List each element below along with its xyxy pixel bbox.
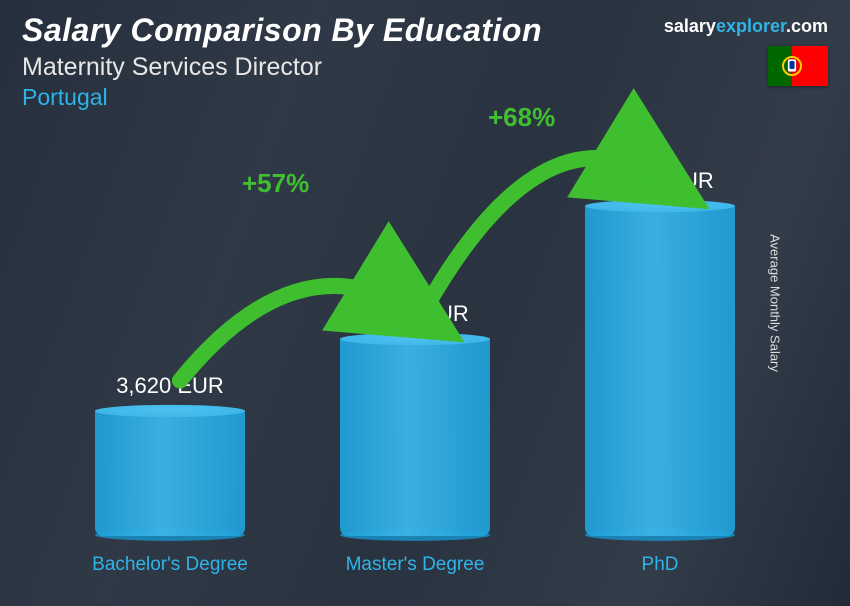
brand-part1: salary <box>664 16 716 36</box>
bar-0: 3,620 EURBachelor's Degree <box>95 411 245 536</box>
country-flag-icon <box>768 46 828 86</box>
bar-value-2: 9,520 EUR <box>560 168 760 194</box>
brand-part3: .com <box>786 16 828 36</box>
brand-logo: salaryexplorer.com <box>664 16 828 37</box>
country-name: Portugal <box>22 84 542 111</box>
salary-bar-chart: 3,620 EURBachelor's Degree 5,680 EURMaste… <box>40 136 800 536</box>
bar-2: 9,520 EURPhD <box>585 206 735 536</box>
bar-value-1: 5,680 EUR <box>315 301 515 327</box>
increase-label-0: +57% <box>242 168 309 199</box>
bar-label-2: PhD <box>560 554 760 577</box>
bar-value-0: 3,620 EUR <box>70 373 270 399</box>
bar-1: 5,680 EURMaster's Degree <box>340 339 490 536</box>
header: Salary Comparison By Education Maternity… <box>22 12 542 111</box>
bar-label-0: Bachelor's Degree <box>70 554 270 577</box>
increase-label-1: +68% <box>488 102 555 133</box>
brand-part2: explorer <box>716 16 786 36</box>
bar-label-1: Master's Degree <box>315 554 515 577</box>
job-title: Maternity Services Director <box>22 53 542 82</box>
page-title: Salary Comparison By Education <box>22 12 542 49</box>
